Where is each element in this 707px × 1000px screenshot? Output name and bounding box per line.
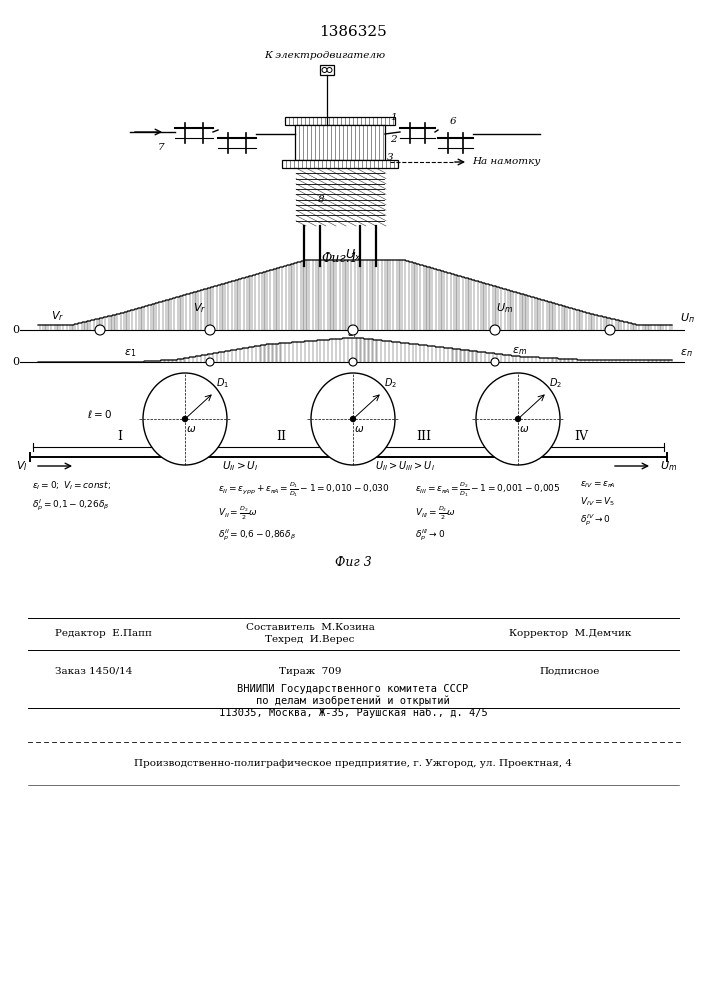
Text: $\epsilon_{IV} = \epsilon_{\pi\!A}$
$V_{IV} = V_5$
$\delta_p^{IV}\rightarrow 0$: $\epsilon_{IV} = \epsilon_{\pi\!A}$ $V_{… [580,480,616,528]
Text: $U_m$: $U_m$ [660,459,677,473]
Text: 0: 0 [13,325,20,335]
Text: I: I [117,430,122,444]
Text: Составитель  М.Козина: Составитель М.Козина [245,624,375,633]
Text: 3: 3 [387,152,394,161]
Circle shape [205,325,215,335]
Bar [285,117,395,125]
Circle shape [348,325,358,335]
Text: $U_п$: $U_п$ [680,311,695,325]
Text: $V_I$: $V_I$ [16,459,28,473]
Text: 7: 7 [158,142,165,151]
Text: 0: 0 [13,357,20,367]
Circle shape [351,416,356,422]
Text: $\epsilon_1$: $\epsilon_1$ [124,347,136,359]
Text: К электродвигателю: К электродвигателю [264,51,385,60]
Circle shape [182,416,187,422]
Text: Подписное: Подписное [540,666,600,676]
Text: $\omega$: $\omega$ [186,424,196,434]
Ellipse shape [311,373,395,465]
Text: 113035, Москва, Ж-35, Раушская наб., д. 4/5: 113035, Москва, Ж-35, Раушская наб., д. … [218,708,487,718]
Circle shape [605,325,615,335]
Text: $V_r$: $V_r$ [194,301,206,315]
Bar [282,160,398,168]
Text: $\epsilon_п$: $\epsilon_п$ [680,347,693,359]
Text: IV: IV [574,430,588,444]
Text: $\omega$: $\omega$ [519,424,529,434]
Text: II: II [276,430,286,444]
Circle shape [95,325,105,335]
Text: Производственно-полиграфическое предприятие, г. Ужгород, ул. Проектная, 4: Производственно-полиграфическое предприя… [134,759,572,768]
Text: $\ell=0$: $\ell=0$ [88,408,112,420]
Text: Фиг.1: Фиг.1 [322,251,358,264]
Text: Редактор  Е.Папп: Редактор Е.Папп [55,630,152,639]
Circle shape [490,325,500,335]
FancyBboxPatch shape [320,65,334,75]
Text: 8: 8 [318,196,325,205]
Text: $\epsilon_m$: $\epsilon_m$ [513,345,527,357]
Circle shape [322,68,327,73]
Text: Заказ 1450/14: Заказ 1450/14 [55,666,132,676]
Circle shape [327,68,332,73]
Text: $V_r$: $V_r$ [52,309,64,323]
Ellipse shape [143,373,227,465]
Text: Фиг 3: Фиг 3 [334,556,371,568]
Ellipse shape [476,373,560,465]
Text: $U_m$: $U_m$ [496,301,513,315]
Text: Техред  И.Верес: Техред И.Верес [265,636,355,645]
Text: III: III [416,430,431,444]
Text: $\epsilon_{III} = \epsilon_{\pi\!A} = \frac{D_2}{D_1}-1 = 0{,}001-0{,}005$
$V_{I: $\epsilon_{III} = \epsilon_{\pi\!A} = \f… [415,480,561,543]
Circle shape [206,358,214,366]
Text: $U_{II} > U_I$: $U_{II} > U_I$ [222,459,258,473]
Text: 1386325: 1386325 [319,25,387,39]
Text: На намотку: На намотку [472,157,540,166]
Text: Корректор  М.Демчик: Корректор М.Демчик [509,630,631,639]
Text: $\epsilon_{II} = \epsilon_{ypp} + \epsilon_{\pi\!A} = \frac{D_1}{D_1}-1 = 0{,}01: $\epsilon_{II} = \epsilon_{ypp} + \epsil… [218,480,390,543]
Text: 2: 2 [390,135,397,144]
Circle shape [491,358,499,366]
Text: $D_2$: $D_2$ [384,377,397,390]
Text: $\epsilon_I=0;\ V_I = const;$
$\delta_p^I = 0{,}1-0{,}26\delta_\beta$: $\epsilon_I=0;\ V_I = const;$ $\delta_p^… [32,480,111,513]
Text: по делам изобретений и открытий: по делам изобретений и открытий [256,696,450,706]
Text: $\omega$: $\omega$ [354,424,364,434]
Text: Тираж  709: Тираж 709 [279,666,341,676]
Text: $U_{II} > U_{III} > U_I$: $U_{II} > U_{III} > U_I$ [375,459,435,473]
Circle shape [349,358,357,366]
Text: $D_1$: $D_1$ [216,377,229,390]
Text: 6: 6 [450,116,457,125]
Text: 1: 1 [390,113,397,122]
Bar [295,125,385,160]
Circle shape [515,416,520,422]
Text: ВНИИПИ Государственного комитета СССР: ВНИИПИ Государственного комитета СССР [238,684,469,694]
Text: $\epsilon_r$: $\epsilon_r$ [347,328,359,340]
Text: $U_x$: $U_x$ [345,247,361,263]
Text: $D_2$: $D_2$ [549,377,562,390]
